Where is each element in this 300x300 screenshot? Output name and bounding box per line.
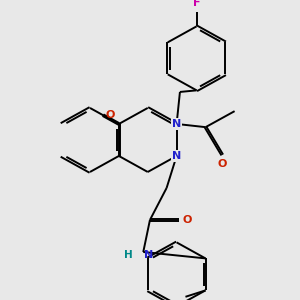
- Text: N: N: [172, 151, 181, 161]
- Text: N: N: [172, 119, 181, 129]
- Text: O: O: [183, 215, 192, 225]
- Text: F: F: [193, 0, 200, 8]
- Text: O: O: [106, 110, 115, 120]
- Text: N: N: [144, 250, 153, 260]
- Text: O: O: [218, 159, 227, 169]
- Text: H: H: [124, 250, 133, 260]
